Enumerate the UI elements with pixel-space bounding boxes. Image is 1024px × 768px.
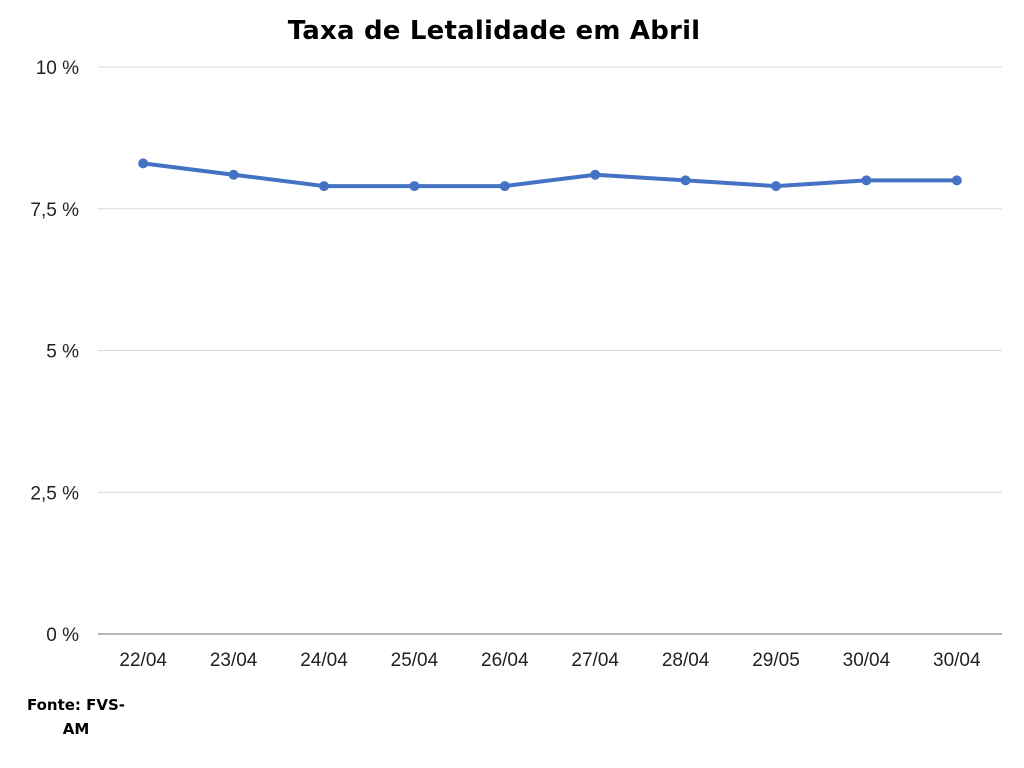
x-tick-label: 23/04 bbox=[210, 650, 258, 671]
series-line bbox=[141, 161, 959, 189]
data-point bbox=[499, 181, 510, 192]
x-tick-label: 30/04 bbox=[933, 650, 981, 671]
gridlines bbox=[98, 66, 1002, 493]
data-point bbox=[771, 181, 781, 192]
x-tick-label: 22/04 bbox=[119, 650, 167, 671]
data-point bbox=[861, 175, 872, 186]
data-point bbox=[228, 169, 239, 180]
series-layer bbox=[138, 158, 962, 192]
chart-title: Taxa de Letalidade em Abril bbox=[287, 16, 701, 46]
y-tick-label: 0 % bbox=[46, 625, 79, 646]
x-tick-label: 24/04 bbox=[300, 650, 348, 671]
x-tick-label: 27/04 bbox=[571, 650, 619, 671]
source-note: Fonte: FVS-AM bbox=[26, 696, 126, 738]
x-tick-label: 28/04 bbox=[662, 650, 710, 671]
y-tick-label: 7,5 % bbox=[30, 200, 79, 221]
x-tick-label: 26/04 bbox=[481, 650, 529, 671]
data-point bbox=[951, 175, 962, 186]
data-point bbox=[319, 181, 329, 192]
data-point bbox=[409, 181, 420, 192]
data-point bbox=[680, 175, 691, 186]
x-tick-label: 30/04 bbox=[843, 650, 891, 671]
x-axis-tick-labels: 22/04 23/04 24/04 25/04 26/04 27/04 28/04 29/05… bbox=[119, 650, 981, 671]
y-axis-tick-labels: 0 % 2,5 % 5 % 7,5 % 10 % bbox=[30, 58, 79, 646]
x-tick-label: 25/04 bbox=[391, 650, 439, 671]
data-point bbox=[138, 158, 149, 169]
y-tick-label: 5 % bbox=[46, 342, 79, 363]
y-tick-label: 10 % bbox=[36, 58, 79, 79]
y-tick-label: 2,5 % bbox=[30, 483, 79, 504]
data-point bbox=[590, 169, 601, 180]
x-tick-label: 29/05 bbox=[752, 650, 800, 671]
